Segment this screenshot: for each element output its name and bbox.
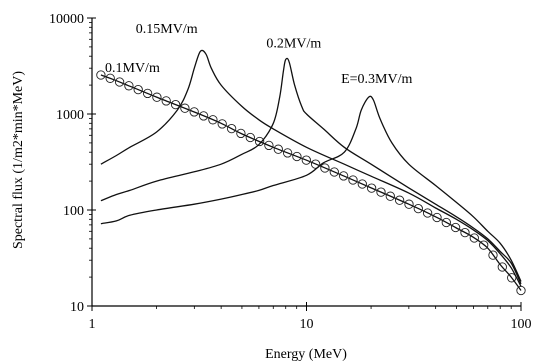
curve-label: 0.2MV/m bbox=[266, 37, 321, 52]
data-point bbox=[226, 123, 237, 134]
curve-label: 0.1MV/m bbox=[105, 61, 160, 76]
data-point bbox=[376, 187, 386, 197]
data-point bbox=[142, 88, 153, 99]
data-point bbox=[208, 115, 218, 125]
data-point bbox=[413, 203, 423, 214]
data-point bbox=[170, 99, 181, 110]
y-tick-label: 1000 bbox=[56, 108, 84, 123]
data-point bbox=[310, 159, 321, 169]
x-tick-label: 100 bbox=[511, 317, 532, 332]
data-point bbox=[385, 191, 395, 201]
series-line bbox=[100, 49, 522, 287]
data-point bbox=[161, 96, 171, 106]
data-point bbox=[348, 175, 358, 185]
series-2 bbox=[100, 57, 522, 285]
data-point bbox=[507, 273, 517, 283]
data-point bbox=[133, 84, 143, 95]
series-line bbox=[100, 57, 522, 285]
data-point bbox=[254, 136, 265, 147]
data-point bbox=[96, 70, 106, 80]
data-point bbox=[404, 199, 414, 209]
data-point bbox=[180, 103, 190, 113]
y-tick-label: 10 bbox=[70, 300, 84, 315]
series-0 bbox=[96, 70, 526, 296]
data-point bbox=[488, 250, 498, 260]
data-point bbox=[282, 148, 293, 158]
data-point bbox=[460, 227, 470, 238]
curve-label: E=0.3MV/m bbox=[341, 72, 412, 87]
data-point bbox=[450, 222, 461, 233]
y-tick-label: 100 bbox=[63, 204, 84, 219]
data-point bbox=[236, 128, 246, 139]
data-point bbox=[189, 107, 199, 117]
data-point bbox=[357, 179, 367, 189]
series-line bbox=[100, 95, 522, 282]
data-point bbox=[497, 262, 507, 272]
y-tick-label: 10000 bbox=[49, 12, 84, 27]
data-point bbox=[217, 119, 227, 129]
data-point bbox=[479, 240, 489, 250]
data-point bbox=[198, 111, 209, 121]
axes: 10 100 1000 10000 1 10 100 bbox=[49, 12, 532, 332]
data-point bbox=[152, 92, 162, 102]
data-point bbox=[301, 155, 311, 165]
data-point bbox=[114, 77, 125, 87]
data-point bbox=[432, 212, 442, 223]
x-tick-label: 10 bbox=[300, 317, 314, 332]
data-point bbox=[124, 81, 134, 91]
series-1 bbox=[100, 49, 522, 287]
data-point bbox=[292, 151, 302, 162]
data-point bbox=[441, 217, 451, 228]
data-point bbox=[245, 132, 255, 143]
data-point bbox=[422, 208, 433, 218]
data-point bbox=[366, 183, 377, 193]
x-axis-label: Energy (MeV) bbox=[265, 347, 347, 362]
data-point bbox=[264, 140, 274, 151]
annotation-layer: 0.1MV/m 0.15MV/m 0.2MV/m E=0.3MV/m bbox=[105, 22, 412, 87]
data-point bbox=[320, 163, 330, 173]
data-point bbox=[338, 171, 349, 181]
data-point bbox=[273, 144, 283, 154]
data-point bbox=[469, 233, 479, 243]
series-3 bbox=[100, 95, 522, 282]
series-line bbox=[100, 74, 522, 291]
y-axis-label: Spectral flux (1/m2*min*MeV) bbox=[11, 71, 26, 249]
data-point bbox=[105, 73, 115, 83]
data-point bbox=[329, 167, 339, 177]
series-layer bbox=[96, 49, 526, 296]
curve-label: 0.15MV/m bbox=[136, 22, 198, 37]
data-point bbox=[394, 195, 405, 205]
x-tick-label: 1 bbox=[89, 317, 96, 332]
